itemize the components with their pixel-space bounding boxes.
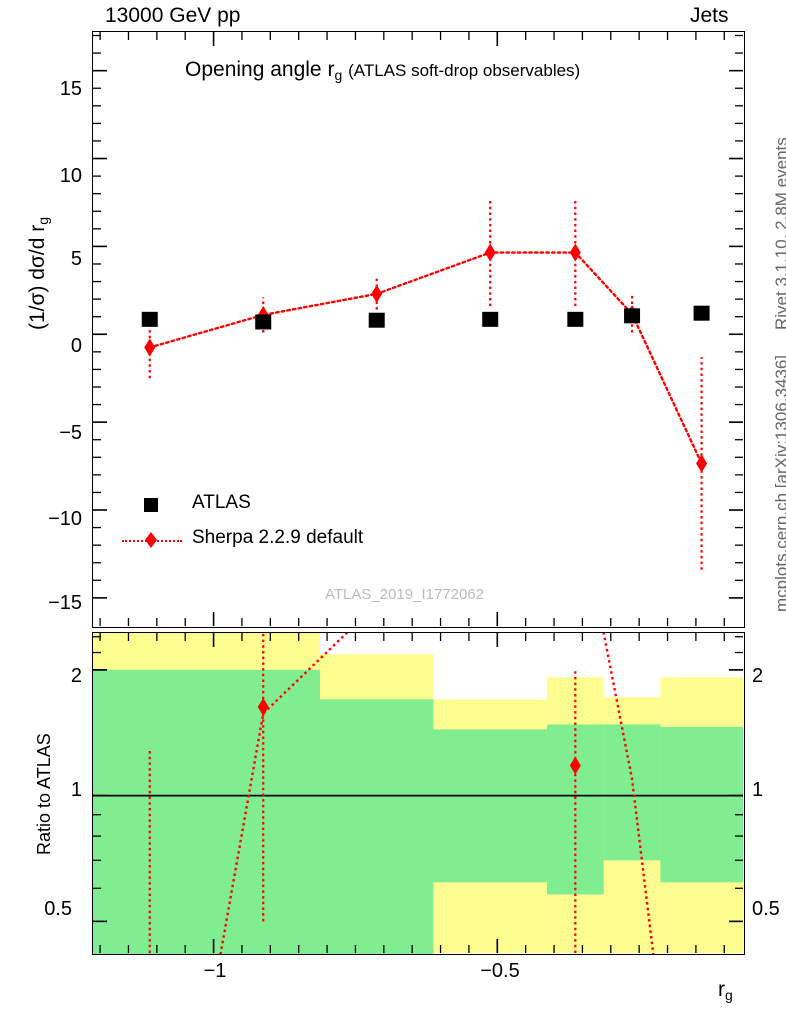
x-axis-label: rg [718,978,733,1003]
legend-label-sherpa: Sherpa 2.2.9 default [192,527,364,548]
atlas-data-point [255,314,272,330]
header-right-label: Jets [690,4,729,27]
y-tick-15: 15 [59,78,82,100]
ratio-mc-line [219,633,655,954]
ratio-y-tick-2-right: 2 [752,665,764,687]
mc-data-point [569,243,581,262]
ratio-band-inner [93,669,320,954]
x-tick-minus05: −0.5 [480,960,520,982]
ratio-y-tick-2: 2 [70,665,82,687]
ratio-band-inner [319,699,434,954]
main-plot-canvas [93,32,743,626]
atlas-data-point [624,308,641,324]
ratio-y-tick-05: 0.5 [44,898,72,920]
ratio-band-inner [603,724,661,861]
header-left-label: 13000 GeV pp [105,4,241,27]
y-tick-m15: −15 [48,592,82,614]
atlas-data-point [567,311,584,327]
ratio-data-point [257,697,269,716]
square-marker-icon [144,498,158,512]
mc-data-point [371,284,383,303]
mc-data-point [144,338,156,357]
mc-data-point [484,243,496,262]
analysis-watermark: ATLAS_2019_I1772062 [325,586,485,603]
y-tick-m5: −5 [59,422,82,444]
atlas-data-point [368,312,385,328]
plot-title: Opening angle rg (ATLAS soft-drop observ… [185,58,581,83]
atlas-data-point [482,311,499,327]
y-tick-10: 10 [59,165,82,187]
y-axis-label: (1/σ) dσ/d rg [26,216,51,330]
mc-data-point [696,454,708,473]
mc-line [148,251,703,465]
ratio-band-inner [433,729,547,883]
atlas-data-point [141,311,158,327]
ratio-data-point [569,756,581,775]
mcplots-reference-label: mcplots.cern.ch [arXiv:1306.3436] [772,354,786,612]
ratio-y-tick-1: 1 [70,779,82,801]
y-tick-0: 0 [70,335,82,357]
y-tick-m10: −10 [48,508,82,530]
ratio-plot-panel [92,632,745,955]
atlas-data-point [693,305,710,321]
rivet-version-label: Rivet 3.1.10, 2.8M events [772,137,786,330]
diamond-marker-icon [145,532,157,548]
x-tick-minus1: −1 [203,960,227,982]
ratio-band-inner [660,726,743,883]
ratio-y-axis-label: Ratio to ATLAS [34,733,54,855]
legend-label-atlas: ATLAS [192,492,251,513]
ratio-plot-canvas [93,633,743,954]
ratio-y-tick-1-right: 1 [752,779,764,801]
main-plot-panel [92,31,745,628]
y-tick-5: 5 [70,248,82,270]
ratio-y-tick-05-right: 0.5 [752,898,780,920]
